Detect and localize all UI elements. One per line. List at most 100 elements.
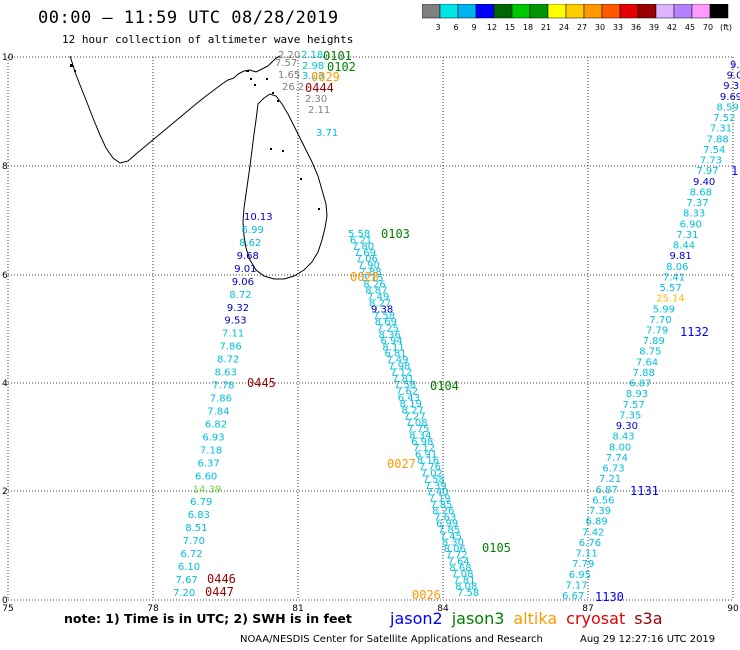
wave-height-value: 6.43 (398, 393, 420, 404)
wave-height-value: 9.69 (720, 92, 740, 103)
pass-time-label: 1 (731, 164, 738, 178)
x-tick-label: 75 (2, 604, 13, 614)
wave-height-value: 7.35 (619, 410, 641, 421)
wave-height-value: 3.03 (302, 71, 324, 82)
wave-height-value: 9.30 (616, 421, 638, 432)
x-tick-label: 87 (582, 604, 593, 614)
wave-height-value: 2.11 (308, 105, 330, 116)
wave-height-value: 7.79 (572, 559, 594, 570)
wave-height-value: 7.62 (396, 386, 418, 397)
wave-height-value: 7.11 (575, 549, 597, 560)
wave-height-value: 7.52 (713, 113, 735, 124)
wave-height-value: 7.90 (358, 260, 380, 271)
pass-time-label: 0026 (412, 588, 441, 602)
pass-time-label: 0028 (350, 270, 379, 284)
wave-height-value: 7.73 (700, 156, 722, 167)
wave-height-value: 7.31 (710, 124, 732, 135)
wave-height-value: 10.13 (244, 212, 273, 223)
wave-height-value: 9.38 (371, 305, 393, 316)
wave-height-value: 9.68 (237, 251, 259, 262)
wave-height-value: 6.93 (202, 432, 224, 443)
wave-height-value: 6.72 (180, 549, 202, 560)
legend-jason3: jason3 (451, 609, 505, 628)
colorbar-label: 45 (685, 23, 695, 32)
wave-height-value: 8.06 (666, 262, 688, 273)
wave-height-value: 7.76 (419, 462, 441, 473)
wave-height-value: 7.85 (438, 525, 460, 536)
wave-height-value: 6.91 (415, 449, 437, 460)
wave-height-value: 7.70 (649, 315, 671, 326)
wave-height-value: 6.60 (195, 471, 217, 482)
wave-height-value: 7.40 (426, 487, 448, 498)
wave-height-value: 7.25 (377, 323, 399, 334)
wave-height-value: 6.89 (586, 517, 608, 528)
wave-height-value: 7.98 (388, 361, 410, 372)
pass-time-label: 1130 (595, 590, 624, 604)
colorbar-label: 70 (703, 23, 713, 32)
wave-height-value: 8.08 (455, 582, 477, 593)
wave-height-value: 7.31 (676, 230, 698, 241)
wave-height-value: 9.32 (227, 303, 249, 314)
altimeter-tracks: 10.136.998.629.689.019.068.729.329.537.1… (173, 50, 740, 602)
pass-time-label: 1132 (680, 325, 709, 339)
wave-height-value: 26.2 (282, 82, 304, 93)
colorbar-label: 12 (487, 23, 497, 32)
wave-height-value: 8.59 (717, 102, 739, 113)
wave-height-value: 6.94 (381, 336, 403, 347)
wave-height-value: 8.43 (612, 432, 634, 443)
wave-height-value: 7.64 (447, 557, 469, 568)
wave-height-value: 7.12 (390, 368, 412, 379)
pass-time-label: 0447 (205, 585, 234, 599)
wave-height-value: 9.81 (670, 251, 692, 262)
wave-height-value: 2.30 (305, 94, 327, 105)
wave-height-value: 8.72 (229, 290, 251, 301)
colorbar-label: 27 (577, 23, 587, 32)
colorbar-label: (ft) (720, 23, 732, 32)
legend-jason2: jason2 (390, 609, 443, 628)
wave-height-value: 7.74 (606, 453, 628, 464)
wave-height-value: 8.27 (369, 298, 391, 309)
wave-height-value: 8.26 (363, 279, 385, 290)
wave-height-value: 6.98 (411, 437, 433, 448)
wave-height-value: 7.86 (220, 342, 242, 353)
axis-labels: 75 78 81 84 87 90 0 2 4 6 8 10 (2, 53, 739, 614)
wave-height-value: 7.97 (696, 166, 718, 177)
pass-time-label: 1131 (630, 484, 659, 498)
wave-height-value: 7.88 (706, 134, 728, 145)
wave-height-value: 8.36 (379, 330, 401, 341)
wave-height-value: 6.56 (592, 495, 614, 506)
wave-height-value: 7.49 (367, 292, 389, 303)
satellite-legend: jason2 jason3 altika cryosat s3a (390, 609, 672, 628)
wave-height-value: 7.54 (703, 145, 725, 156)
wave-height-value: 8.68 (449, 563, 471, 574)
legend-altika: altika (513, 609, 558, 628)
x-tick-label: 84 (437, 604, 449, 614)
colorbar-label: 18 (523, 23, 533, 32)
wave-height-value: 8.11 (382, 342, 404, 353)
colorbar-label: 30 (595, 23, 605, 32)
india-coastline (69, 55, 245, 164)
wave-height-value: 5.58 (348, 229, 370, 240)
y-tick-label: 0 (2, 596, 8, 606)
wave-height-value: 7.58 (457, 588, 479, 599)
wave-height-value: 7.45 (440, 531, 462, 542)
pass-time-label: 0101 (323, 49, 352, 63)
wave-height-value: 7.84 (207, 406, 229, 417)
wave-height-value: 7.64 (636, 357, 658, 368)
wave-height-value: 14.39 (193, 484, 222, 495)
wave-height-value: 6.76 (579, 538, 601, 549)
wave-height-value: 9.01 (234, 264, 256, 275)
colorbar-label: 24 (559, 23, 569, 32)
colorbar-label: 21 (541, 23, 551, 32)
pass-time-label: 0027 (387, 457, 416, 471)
wave-height-value: 8.00 (609, 442, 631, 453)
wave-height-value: 8.06 (444, 544, 466, 555)
wave-height-value: 8.33 (683, 209, 705, 220)
pass-time-label: 0105 (482, 541, 511, 555)
wave-height-value: 2.18 (301, 50, 323, 61)
wave-height-value: 6.87 (629, 379, 651, 390)
legend-s3a: s3a (634, 609, 663, 628)
wave-height-value: 7.81 (453, 575, 475, 586)
wave-height-value: 25.14 (656, 294, 685, 305)
